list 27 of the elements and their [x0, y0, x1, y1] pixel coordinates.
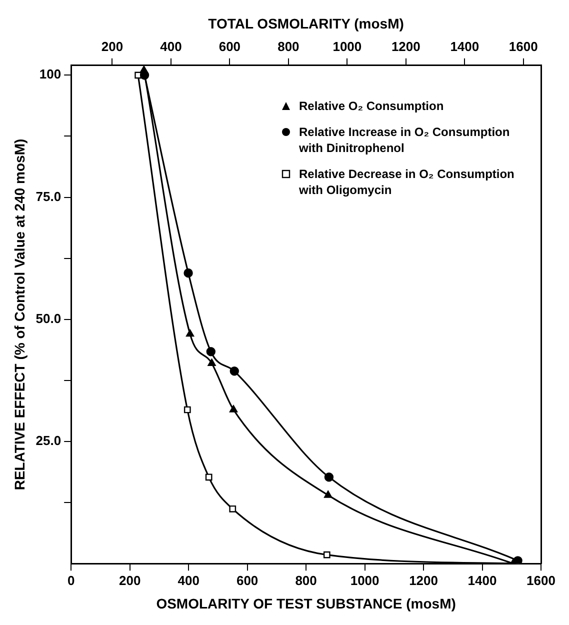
x-tick-label: 1600 — [526, 572, 556, 588]
x2-tick-label: 1400 — [450, 39, 480, 54]
x-tick-label: 200 — [118, 572, 141, 588]
legend-label: Relative O₂ Consumption — [299, 98, 444, 114]
x2-tick-label: 200 — [101, 39, 124, 54]
x2-tick-label: 1200 — [391, 39, 420, 54]
x2-tick-label: 1000 — [332, 39, 362, 54]
x2-axis-title: TOTAL OSMOLARITY (mosM) — [208, 15, 404, 32]
x2-tick-label: 600 — [218, 39, 241, 54]
legend-label: Relative Increase in O₂ Consumption with Dinitrophenol — [299, 124, 511, 156]
legend-label: Relative Decrease in O₂ Consumption with Oligomycin — [299, 166, 516, 198]
x-tick-label: 800 — [295, 572, 317, 588]
x-axis-title: OSMOLARITY OF TEST SUBSTANCE (mosM) — [156, 595, 456, 612]
y-tick-label: 25.0 — [36, 433, 62, 448]
y-tick-label: 50.0 — [36, 310, 62, 326]
y-axis-title: RELATIVE EFFECT (% of Control Value at 240 mosM) — [11, 138, 28, 490]
x-tick-label: 1200 — [409, 572, 438, 588]
x-tick-label: 400 — [178, 572, 200, 588]
x-tick-label: 0 — [67, 572, 75, 588]
y-tick-label: 75.0 — [36, 188, 62, 204]
x-tick-label: 1000 — [350, 572, 380, 588]
x2-tick-label: 1600 — [508, 39, 538, 54]
x-tick-label: 600 — [236, 572, 258, 588]
x2-tick-label: 400 — [160, 39, 182, 54]
x2-tick-label: 800 — [278, 39, 300, 54]
y-tick-label: 100 — [39, 66, 62, 82]
x-tick-label: 1400 — [468, 572, 497, 588]
